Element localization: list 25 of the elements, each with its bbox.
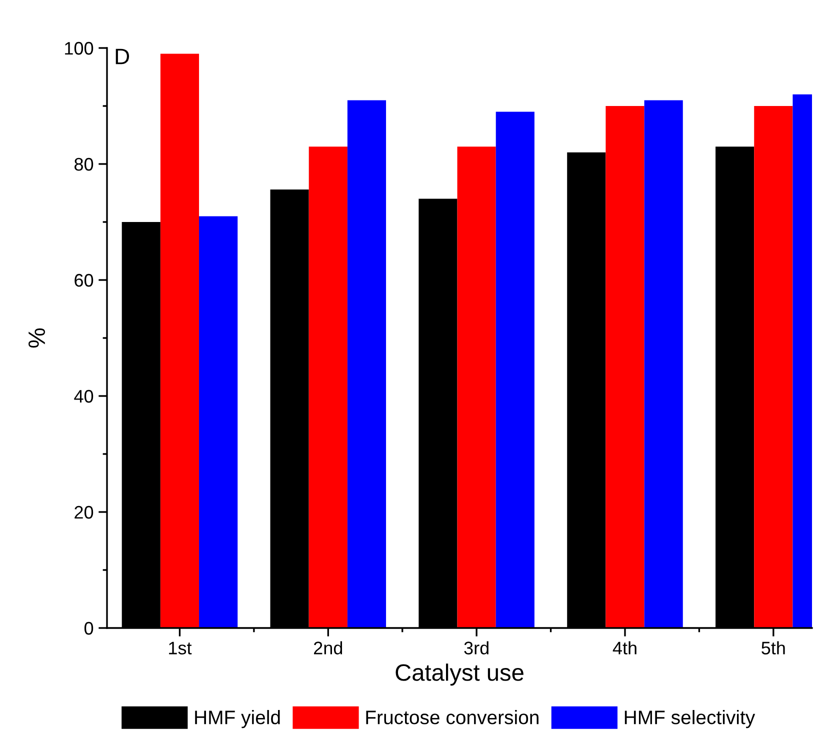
x-tick-label: 2nd — [314, 641, 342, 654]
bar — [308, 146, 348, 628]
x-tick-label: 1st — [169, 642, 192, 654]
annotation: D — [116, 48, 130, 64]
y-tick-label: 40 — [74, 390, 94, 403]
x-tick-label: 3rd — [464, 641, 488, 654]
bar — [347, 100, 386, 628]
legend-label: HMF selectivity — [624, 710, 756, 728]
y-tick-label: 100 — [65, 42, 94, 55]
bar — [160, 54, 200, 628]
x-axis-title: Catalyst use — [396, 664, 524, 686]
legend-label: HMF yield — [195, 710, 280, 728]
bar — [644, 100, 683, 628]
x-tick-label: 5th — [762, 641, 785, 654]
bar — [457, 146, 496, 628]
legend-label: Fructose conversion — [366, 710, 538, 724]
y-axis-title: % — [28, 328, 46, 348]
bar — [606, 106, 644, 628]
x-tick-label: 4th — [612, 641, 636, 654]
bar — [199, 216, 238, 628]
y-tick-label: 80 — [74, 158, 94, 171]
y-tick-label: 0 — [84, 622, 94, 635]
y-tick-label: 60 — [74, 274, 94, 287]
y-tick-label: 20 — [74, 506, 94, 519]
bar — [496, 112, 534, 628]
